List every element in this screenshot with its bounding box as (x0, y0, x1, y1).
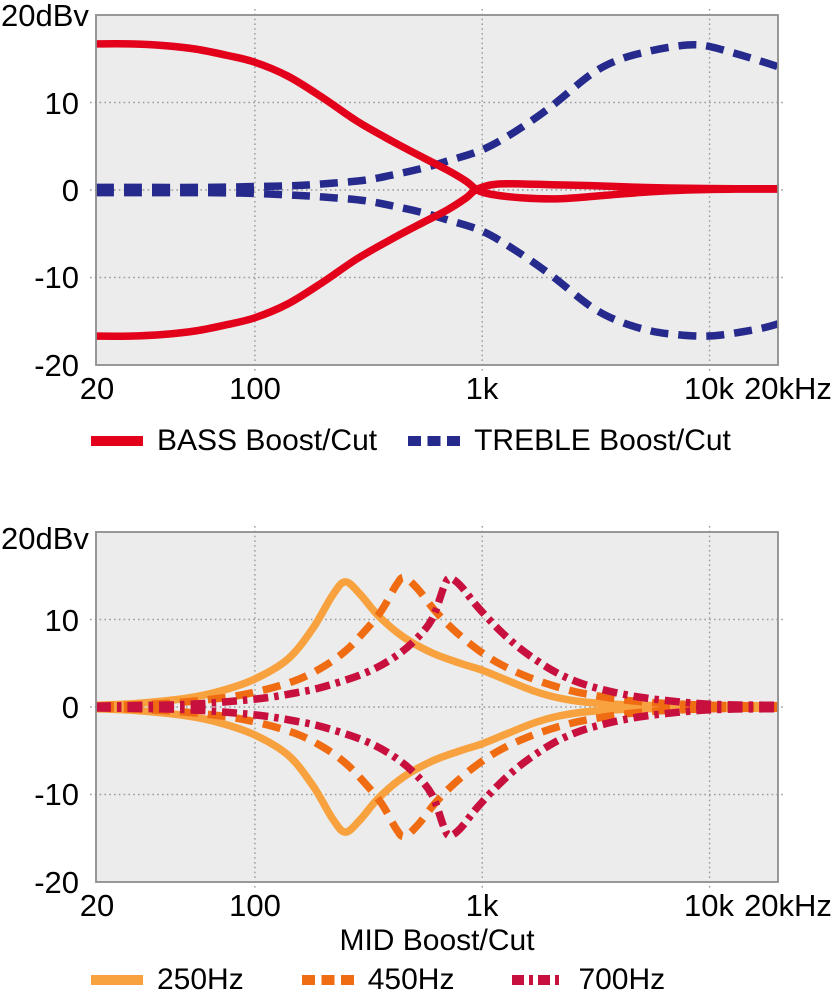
series-250hz-boost (95, 578, 779, 710)
y-tick-10: 10 (44, 603, 79, 638)
legend-item-250hz: 250Hz (90, 964, 244, 996)
tone-legend: BASS Boost/Cut TREBLE Boost/Cut (90, 425, 731, 457)
treble-line-swatch-icon (408, 436, 461, 446)
y-axis-unit-label: 20dBv (1, 521, 89, 556)
legend-label-250hz: 250Hz (157, 963, 244, 996)
legend-item-bass: BASS Boost/Cut (90, 425, 377, 457)
x-tick-20khz: 20kHz (744, 371, 832, 406)
450hz-line-swatch-icon (301, 975, 354, 985)
x-tick-10k: 10k (684, 371, 734, 406)
series-250hz-cut (95, 704, 779, 836)
250hz-line-swatch-icon (91, 975, 143, 985)
x-tick-100: 100 (229, 371, 281, 406)
mid-plot (90, 526, 784, 888)
bass-treble-chart: 20dBv 10 0 -10 -20 20 100 1k 10k 20kHz B… (0, 0, 832, 465)
mid-legend: 250Hz 450Hz 700Hz (90, 964, 665, 996)
x-tick-10k: 10k (684, 888, 734, 923)
legend-label-450hz: 450Hz (367, 963, 455, 996)
x-tick-1k: 1k (465, 371, 499, 406)
series-treble-boost (95, 41, 779, 192)
bass-treble-plot (90, 9, 784, 371)
y-tick-neg20: -20 (34, 348, 79, 383)
y-axis-unit-label: 20dBv (1, 0, 89, 33)
y-tick-neg10: -10 (34, 260, 79, 295)
series-bass-boost (95, 39, 779, 203)
series-450hz-boost (95, 573, 779, 710)
x-tick-100: 100 (229, 888, 281, 923)
y-tick-10: 10 (44, 86, 79, 121)
series-bass-cut (95, 179, 779, 341)
y-tick-neg10: -10 (34, 777, 79, 812)
legend-item-treble: TREBLE Boost/Cut (407, 425, 731, 457)
plot-frame (95, 531, 779, 883)
bass-line-swatch-icon (91, 436, 143, 446)
legend-item-700hz: 700Hz (511, 964, 665, 996)
x-tick-20khz: 20kHz (744, 888, 832, 923)
mid-chart: 20dBv 10 0 -10 -20 20 100 1k 10k 20kHz M… (0, 517, 832, 1000)
y-tick-0: 0 (61, 173, 79, 208)
plot-frame (95, 14, 779, 366)
legend-item-450hz: 450Hz (301, 963, 455, 996)
legend-label-700hz: 700Hz (578, 963, 666, 996)
y-tick-0: 0 (61, 690, 79, 725)
x-tick-20: 20 (79, 371, 115, 406)
x-axis-title: MID Boost/Cut (339, 924, 535, 957)
series-450hz-cut (95, 704, 779, 841)
700hz-line-swatch-icon (512, 975, 565, 985)
legend-label-treble: TREBLE Boost/Cut (474, 424, 731, 457)
x-tick-1k: 1k (465, 888, 499, 923)
x-tick-20: 20 (79, 888, 115, 923)
y-tick-neg20: -20 (34, 865, 79, 900)
series-treble-cut (95, 188, 779, 340)
legend-label-bass: BASS Boost/Cut (157, 424, 378, 457)
